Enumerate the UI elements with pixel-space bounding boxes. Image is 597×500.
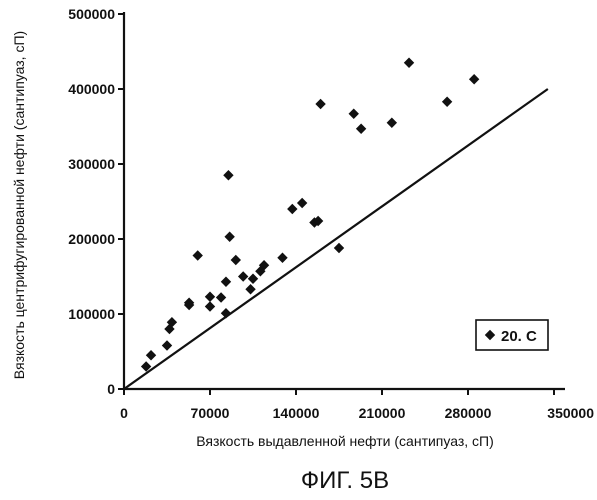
data-point bbox=[404, 58, 414, 68]
x-tick-label: 70000 bbox=[191, 405, 230, 421]
data-points bbox=[141, 58, 479, 372]
data-point bbox=[334, 243, 344, 253]
y-tick-label: 100000 bbox=[68, 306, 115, 322]
x-axis-ticks: 0 70000 140000 210000 280000 350000 bbox=[120, 389, 594, 421]
data-point bbox=[224, 232, 234, 242]
x-tick-label: 280000 bbox=[445, 405, 492, 421]
x-tick-label: 350000 bbox=[547, 405, 594, 421]
data-point bbox=[221, 308, 231, 318]
data-point bbox=[469, 74, 479, 84]
y-tick-label: 300000 bbox=[68, 156, 115, 172]
y-axis-ticks: 0 100000 200000 300000 400000 500000 bbox=[68, 6, 124, 397]
data-point bbox=[205, 292, 215, 302]
data-point bbox=[387, 118, 397, 128]
legend-label: 20. C bbox=[501, 328, 537, 345]
data-point bbox=[442, 97, 452, 107]
x-tick-label: 0 bbox=[120, 405, 128, 421]
data-point bbox=[162, 340, 172, 350]
data-point bbox=[238, 271, 248, 281]
data-point bbox=[245, 284, 255, 294]
y-tick-label: 0 bbox=[107, 381, 115, 397]
y-tick-label: 200000 bbox=[68, 231, 115, 247]
legend: 20. C bbox=[476, 320, 548, 350]
y-tick-label: 400000 bbox=[68, 81, 115, 97]
data-point bbox=[248, 274, 258, 284]
data-point bbox=[231, 255, 241, 265]
data-point bbox=[205, 301, 215, 311]
data-point bbox=[349, 109, 359, 119]
x-axis-title: Вязкость выдавленной нефти (сантипуаз, с… bbox=[196, 433, 494, 449]
x-tick-label: 140000 bbox=[273, 405, 320, 421]
data-point bbox=[315, 99, 325, 109]
x-tick-label: 210000 bbox=[359, 405, 406, 421]
data-point bbox=[356, 124, 366, 134]
data-point bbox=[287, 204, 297, 214]
y-tick-label: 500000 bbox=[68, 6, 115, 22]
data-point bbox=[193, 250, 203, 260]
data-point bbox=[216, 292, 226, 302]
data-point bbox=[221, 277, 231, 287]
data-point bbox=[146, 350, 156, 360]
data-point bbox=[223, 170, 233, 180]
y-axis-title: Вязкость центрифугированной нефти (санти… bbox=[11, 31, 27, 379]
data-point bbox=[277, 253, 287, 263]
figure-caption: ФИГ. 5B bbox=[301, 467, 389, 494]
data-point bbox=[297, 198, 307, 208]
